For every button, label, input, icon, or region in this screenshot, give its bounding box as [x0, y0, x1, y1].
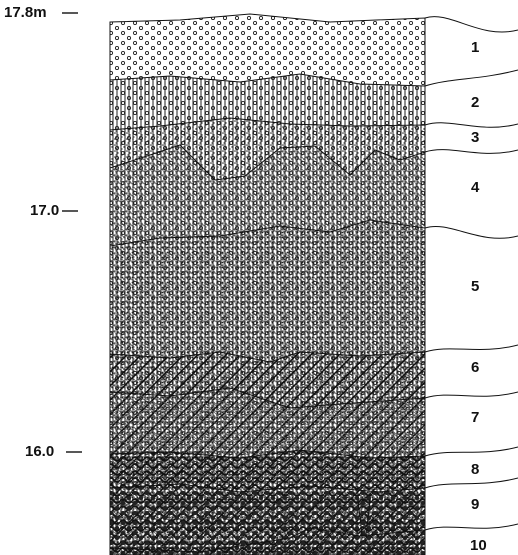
burrow — [357, 499, 371, 536]
layer-label: 10 — [470, 537, 487, 554]
layer-label: 1 — [471, 39, 479, 56]
layer — [109, 527, 426, 555]
layer-label: 4 — [471, 179, 480, 196]
boundary-extension — [424, 149, 518, 154]
boundary-extension — [424, 122, 518, 128]
boundary-extension — [424, 16, 518, 33]
boundary-lines — [109, 16, 518, 555]
boundary-extension — [424, 446, 518, 457]
boundary-extension — [424, 344, 518, 353]
layer-label: 6 — [471, 359, 479, 376]
layer-label: 9 — [471, 496, 479, 513]
layer-label: 5 — [471, 278, 479, 295]
layer-label: 3 — [471, 129, 479, 146]
depth-label: 17.8m — [4, 4, 47, 21]
boundary-extension — [424, 69, 518, 87]
layer-label: 2 — [471, 94, 479, 111]
depth-label: 17.0 — [30, 202, 59, 219]
boundary-extension — [424, 226, 518, 239]
layer-label: 8 — [471, 461, 479, 478]
boundary-extension — [424, 391, 518, 399]
depth-label: 16.0 — [25, 443, 54, 460]
layer-label: 7 — [471, 409, 479, 426]
layers — [109, 13, 426, 555]
boundary-extension — [424, 523, 518, 531]
boundary-extension — [424, 477, 518, 489]
